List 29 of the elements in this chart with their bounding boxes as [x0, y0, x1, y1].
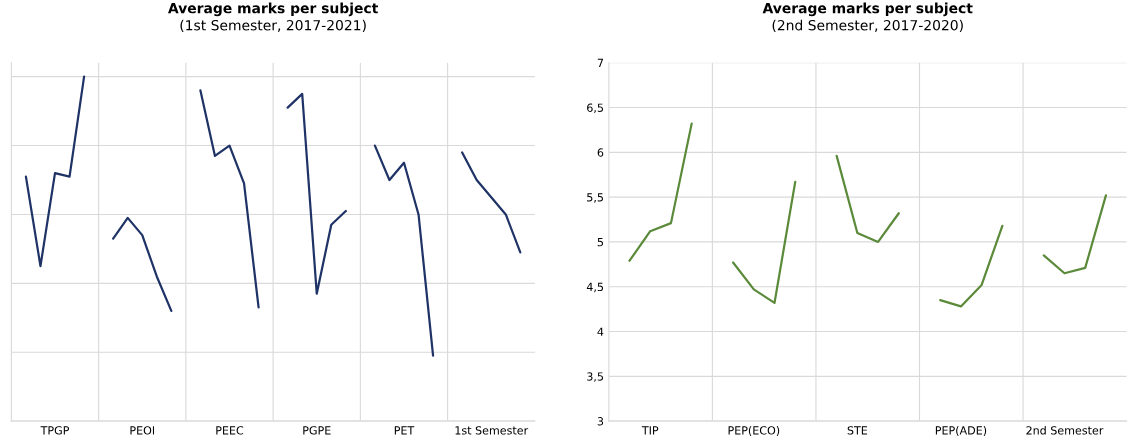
y-tick-label: 5,5 — [587, 193, 603, 203]
x-tick-label: TPGP — [40, 426, 70, 435]
y-tick-label: 3 — [597, 417, 604, 426]
line-series — [1042, 194, 1108, 275]
chart-title: Average marks per subject — [762, 2, 973, 17]
x-tick-label: PGPE — [303, 426, 331, 435]
x-tick-label: PEEC — [216, 426, 244, 435]
x-tick-label: STE — [847, 426, 868, 435]
line-series — [835, 154, 900, 244]
line-series — [939, 224, 1004, 308]
x-tick-label: TIP — [641, 426, 659, 435]
chart-subtitle: (2nd Semester, 2017-2020) — [772, 19, 963, 33]
x-tick-label: PEP(ECO) — [728, 425, 780, 436]
y-tick-label: 7 — [597, 58, 604, 67]
chart-subtitle: (1st Semester, 2017-2021) — [180, 19, 366, 33]
y-tick-label: 6 — [597, 148, 604, 157]
x-tick-label: 1st Semester — [455, 426, 529, 435]
x-tick-label: PEP(ADE) — [935, 425, 987, 436]
y-tick-label: 6,5 — [587, 103, 603, 114]
x-tick-label: PET — [394, 426, 415, 435]
x-tick-label: 2nd Semester — [1026, 425, 1104, 435]
y-tick-label: 4,5 — [586, 282, 603, 293]
line-series — [628, 122, 693, 262]
chart-title: Average marks per subject — [168, 2, 378, 17]
y-tick-label: 4 — [597, 327, 604, 336]
line-series — [731, 180, 797, 304]
y-tick-label: 3,5 — [587, 372, 603, 382]
x-tick-label: PEOI — [130, 426, 155, 435]
y-tick-label: 5 — [597, 238, 603, 247]
